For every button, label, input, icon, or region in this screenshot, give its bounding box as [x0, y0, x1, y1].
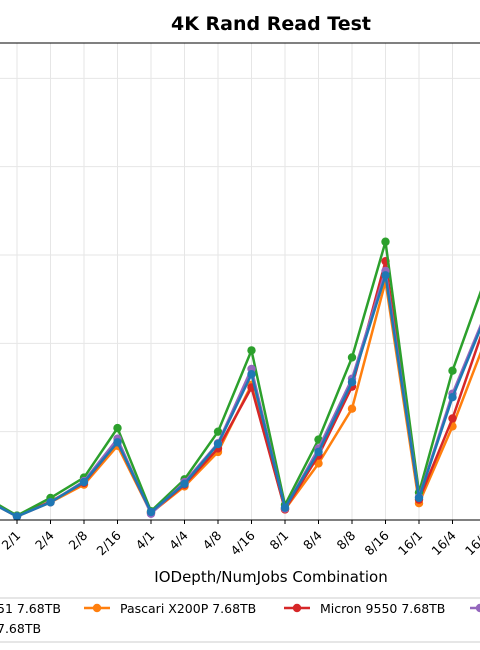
data-point — [448, 414, 457, 423]
x-tick-label: 2/4 — [32, 528, 57, 553]
data-point — [213, 427, 223, 436]
data-point — [247, 370, 256, 379]
legend-label-micron: Micron 9550 7.68TB — [320, 601, 445, 616]
x-tick-label: 2/1 — [0, 528, 23, 553]
legend-marker-micron — [292, 603, 302, 613]
x-tick-label: 4/4 — [166, 528, 191, 553]
chart-title: 4K Rand Read Test — [171, 13, 371, 35]
x-tick-label: 8/16 — [361, 528, 391, 558]
series-4 — [0, 266, 480, 521]
grid — [0, 43, 480, 520]
legend-label-1b: 7.68TB — [0, 621, 41, 636]
data-point — [314, 459, 323, 468]
series-3 — [0, 237, 480, 520]
plot-frame — [0, 42, 480, 521]
legend-label-pascari: Pascari X200P 7.68TB — [120, 601, 256, 616]
x-tick-label: 16/4 — [428, 528, 458, 558]
x-tick-labels: 2/1 2/4 2/8 2/16 4/1 4/4 4/8 4/16 8/1 8/4 8/8 8/16 1… — [0, 520, 480, 558]
data-point — [12, 512, 22, 521]
series-5 — [0, 271, 480, 521]
data-point — [146, 507, 156, 517]
x-tick-label: 4/8 — [200, 528, 225, 553]
series-line — [0, 274, 480, 518]
data-point — [113, 438, 122, 447]
data-point — [347, 378, 357, 387]
data-point — [180, 479, 189, 488]
x-tick-label: 16/8 — [462, 528, 480, 558]
legend-frame — [0, 597, 480, 643]
series-line — [0, 269, 480, 518]
series-group — [0, 237, 480, 521]
data-point — [113, 423, 122, 433]
series-2 — [0, 256, 480, 521]
data-point — [347, 404, 357, 413]
data-point — [381, 271, 390, 280]
data-point — [314, 447, 323, 457]
x-axis-label: IODepth/NumJobs Combination — [154, 568, 387, 586]
series-line — [0, 259, 480, 518]
x-tick-label: 8/1 — [267, 528, 292, 553]
x-tick-label: 2/16 — [93, 528, 123, 558]
data-point — [414, 493, 424, 503]
data-point — [448, 366, 457, 375]
data-point — [247, 346, 256, 355]
x-tick-label: 2/8 — [66, 528, 91, 553]
legend-entry-purple — [470, 603, 480, 613]
x-tick-label: 4/16 — [227, 528, 257, 558]
legend-entry-pascari: Pascari X200P 7.68TB — [84, 601, 256, 616]
series-line — [0, 240, 480, 517]
data-point — [213, 439, 223, 449]
data-point — [448, 393, 457, 402]
x-tick-label: 8/4 — [300, 528, 325, 553]
legend: 51 7.68TB 7.68TB Pascari X200P 7.68TB Mi… — [0, 597, 480, 643]
legend-marker-pascari — [92, 603, 102, 613]
legend-label-1: 51 7.68TB — [0, 601, 61, 616]
data-point — [79, 477, 89, 487]
legend-marker-purple — [475, 603, 480, 613]
data-point — [347, 353, 357, 362]
data-point — [280, 503, 290, 512]
x-tick-label: 8/8 — [334, 528, 359, 553]
x-tick-label: 4/1 — [133, 528, 158, 553]
legend-entry-micron: Micron 9550 7.68TB — [284, 601, 445, 616]
x-tick-label: 16/1 — [395, 528, 425, 558]
data-point — [46, 498, 55, 507]
data-point — [381, 237, 390, 246]
